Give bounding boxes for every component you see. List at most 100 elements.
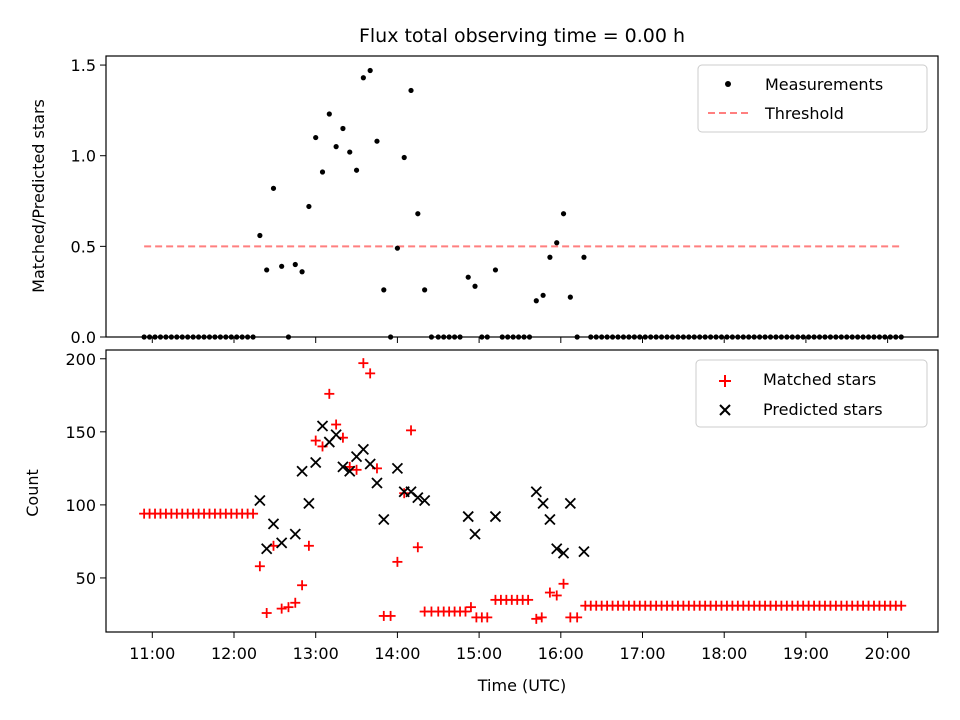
top-ytick-label: 1.0: [71, 147, 96, 166]
xtick-label: 17:00: [619, 644, 665, 663]
matched-star-point: [392, 556, 403, 567]
measurement-point: [533, 298, 539, 304]
measurement-point: [408, 87, 414, 94]
legend-label-matched: Matched stars: [763, 370, 876, 389]
predicted-star-point: [469, 528, 481, 540]
predicted-star-point: [310, 456, 322, 469]
predicted-star-point: [330, 429, 342, 441]
top-ytick-label: 0.0: [71, 328, 96, 347]
measurement-point: [465, 274, 471, 280]
predicted-star-point: [357, 443, 369, 455]
bottom-legend: Matched stars Predicted stars: [695, 359, 928, 428]
predicted-star-point: [254, 494, 266, 507]
predicted-star-point: [378, 513, 390, 526]
matched-star-point: [351, 464, 362, 475]
matched-star-point: [331, 419, 342, 430]
matched-star-point: [365, 368, 376, 379]
predicted-star-point: [391, 462, 404, 474]
measurement-point: [472, 283, 478, 289]
measurement-point: [306, 203, 312, 210]
predicted-star-point: [419, 494, 431, 507]
top-panel: Flux total observing time = 0.00 h Match…: [29, 25, 939, 347]
measurement-point: [401, 154, 407, 161]
predicted-star-point: [303, 497, 315, 510]
xtick-label: 15:00: [456, 644, 502, 663]
matched-star-point: [248, 508, 259, 519]
measurement-point: [560, 211, 567, 217]
xtick-label: 19:00: [783, 644, 829, 663]
bottom-axes-frame: [105, 349, 939, 633]
xtick-label: 18:00: [701, 644, 747, 663]
legend-label-predicted: Predicted stars: [763, 400, 883, 419]
xtick-label: 16:00: [538, 644, 584, 663]
predicted-star-point: [371, 477, 383, 489]
matched-star-point: [465, 602, 476, 613]
measurement-point: [340, 125, 346, 132]
top-ytick-label: 1.5: [71, 56, 96, 75]
matched-star-point: [536, 612, 547, 623]
measurement-point: [270, 185, 277, 191]
legend-marker-measurements: [725, 81, 731, 87]
matched-star-point: [572, 612, 583, 623]
measurement-point: [347, 149, 353, 155]
measurement-point: [554, 240, 560, 246]
predicted-star-point: [296, 465, 308, 477]
measurement-point: [319, 169, 326, 175]
matched-star-point: [276, 603, 287, 614]
matched-star-point: [551, 590, 562, 601]
legend-marker-predicted: [719, 404, 731, 416]
bottom-ytick-label: 50: [76, 569, 96, 588]
measurement-point: [264, 267, 270, 273]
measurement-point: [279, 263, 285, 269]
measurement-point: [292, 261, 298, 268]
legend-marker-matched: [719, 375, 731, 387]
bottom-y-axis-label: Count: [23, 469, 42, 517]
xtick-label: 11:00: [129, 644, 175, 663]
top-legend: Measurements Threshold: [697, 64, 928, 133]
measurement-point: [353, 167, 360, 173]
predicted-star-point: [578, 546, 590, 558]
top-ytick-label: 0.5: [71, 237, 96, 256]
matched-star-point: [406, 425, 417, 436]
predicted-star-point: [337, 461, 349, 473]
predicted-star-point: [289, 528, 301, 540]
bottom-ytick-label: 150: [65, 423, 96, 442]
matched-star-point: [896, 600, 907, 611]
predicted-star-point: [557, 547, 570, 559]
measurement-point: [540, 292, 546, 298]
bottom-legend-box: [695, 359, 928, 428]
measurement-point: [394, 245, 401, 251]
top-x-ticks: [151, 337, 889, 343]
matched-star-point: [283, 602, 294, 613]
measurement-point: [367, 67, 373, 74]
bottom-x-ticks: 11:00 12:00 13:00 14:00 15:00 16:00 17:00 18:00…: [129, 632, 911, 663]
measurement-point: [313, 134, 319, 141]
measurement-point: [333, 144, 339, 150]
predicted-star-point: [261, 543, 273, 555]
top-y-ticks: 0.0 0.5 1.0 1.5: [71, 56, 106, 347]
predicted-star-point: [316, 420, 329, 432]
matched-star-point: [261, 608, 272, 619]
bottom-plot-area: [139, 358, 907, 624]
xtick-label: 13:00: [293, 644, 339, 663]
measurement-point: [415, 211, 421, 217]
measurement-point: [360, 75, 366, 81]
matched-star-point: [544, 587, 555, 598]
predicted-star-point: [551, 543, 563, 555]
predicted-star-point: [344, 465, 356, 477]
predicted-star-point: [462, 510, 474, 523]
measurement-point: [422, 287, 428, 293]
top-axes-frame: [105, 55, 939, 338]
matched-star-point: [482, 612, 493, 623]
bottom-ytick-label: 200: [65, 350, 96, 369]
x-axis-label: Time (UTC): [477, 676, 566, 695]
matched-star-point: [290, 597, 301, 608]
predicted-star-point: [489, 510, 502, 523]
matched-star-point: [297, 580, 308, 591]
predicted-star-point: [412, 491, 424, 504]
matched-star-point: [558, 578, 569, 589]
measurement-point: [581, 254, 587, 260]
matched-star-point: [399, 488, 410, 499]
